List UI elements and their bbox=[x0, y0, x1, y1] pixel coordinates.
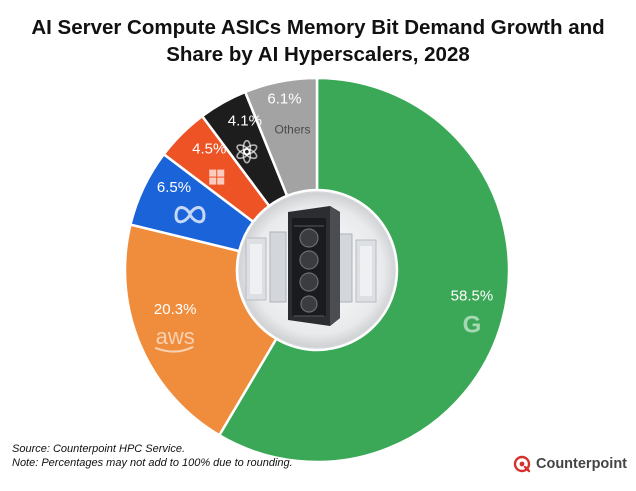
center-image bbox=[237, 190, 397, 350]
brand-name: Counterpoint bbox=[536, 456, 628, 472]
donut-slices bbox=[123, 76, 511, 464]
rounding-note: Note: Percentages may not add to 100% du… bbox=[12, 457, 293, 469]
source-note: Source: Counterpoint HPC Service. bbox=[12, 443, 186, 455]
slice-value-label-5: 4.1% bbox=[228, 113, 262, 130]
footer-notes: Source: Counterpoint HPC Service. Note: … bbox=[12, 442, 293, 470]
counterpoint-brand: Counterpoint bbox=[513, 455, 627, 473]
chart-title-line-2: Share by AI Hyperscalers, 2028 bbox=[166, 43, 470, 66]
slice-value-label-6: 6.1% bbox=[267, 90, 301, 107]
donut-slice-6 bbox=[243, 76, 319, 198]
meta-logo-icon bbox=[174, 205, 206, 224]
slice-labels: 58.5% 20.3% 6.5% 4.5%4.1% 6.1% bbox=[154, 90, 493, 317]
counterpoint-logo-icon bbox=[513, 455, 531, 473]
openai-logo-icon bbox=[236, 139, 258, 164]
slice-name-label-1: G bbox=[463, 311, 482, 338]
chart-title-line-1: AI Server Compute ASICs Memory Bit Deman… bbox=[31, 16, 605, 39]
google-logo-icon: G bbox=[463, 311, 482, 338]
slice-value-label-2: 20.3% bbox=[154, 301, 197, 318]
server-rack-image bbox=[239, 192, 395, 348]
slice-name-label-2: aws bbox=[156, 324, 195, 349]
donut-slice-1 bbox=[217, 76, 511, 464]
slice-value-label-3: 6.5% bbox=[157, 179, 191, 196]
slice-value-label-4: 4.5% bbox=[192, 141, 226, 158]
others-label: Others bbox=[275, 122, 311, 136]
slice-value-label-1: 58.5% bbox=[451, 287, 494, 304]
microsoft-logo-icon bbox=[209, 169, 225, 185]
aws-logo-icon: aws bbox=[154, 324, 195, 353]
chart-title: AI Server Compute ASICs Memory Bit Deman… bbox=[0, 14, 636, 68]
slice-name-label-6: Others bbox=[275, 122, 311, 136]
